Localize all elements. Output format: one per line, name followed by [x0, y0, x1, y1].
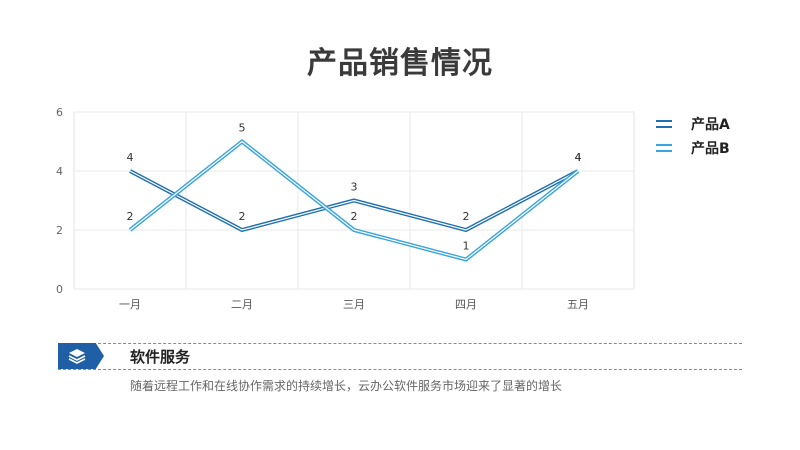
legend-item-product-b: 产品B [656, 136, 730, 160]
data-label: 2 [351, 210, 358, 223]
x-tick-label: 二月 [231, 298, 253, 311]
x-tick-label: 一月 [119, 298, 141, 311]
service-description: 随着远程工作和在线协作需求的持续增长，云办公软件服务市场迎来了显著的增长 [130, 379, 563, 393]
data-label: 3 [351, 181, 358, 194]
data-label: 1 [463, 240, 470, 253]
series-line-inner-2 [129, 140, 579, 261]
legend-item-product-a: 产品A [656, 112, 730, 136]
x-tick-label: 五月 [567, 298, 589, 311]
data-label: 4 [575, 151, 582, 164]
chart-legend: 产品A 产品B [656, 112, 730, 160]
data-label: 2 [239, 210, 246, 223]
y-tick-label: 4 [56, 165, 63, 178]
page-title: 产品销售情况 [307, 46, 493, 81]
service-title: 软件服务 [130, 348, 191, 366]
series-line-inner-1 [129, 170, 579, 231]
y-tick-label: 0 [56, 283, 63, 296]
x-tick-label: 四月 [455, 298, 477, 311]
legend-swatch-icon [656, 120, 672, 128]
data-label: 2 [463, 210, 470, 223]
legend-label: 产品A [691, 117, 730, 133]
divider-top [58, 343, 742, 344]
layers-icon [58, 343, 104, 369]
legend-label: 产品B [691, 141, 730, 157]
y-tick-label: 2 [56, 224, 63, 237]
legend-swatch-icon [656, 144, 672, 152]
x-tick-label: 三月 [343, 298, 365, 311]
divider-bottom [58, 369, 742, 370]
y-tick-label: 6 [56, 106, 63, 119]
data-label: 5 [239, 122, 246, 135]
data-label: 4 [575, 151, 582, 164]
data-label: 2 [127, 210, 134, 223]
data-label: 4 [127, 151, 134, 164]
